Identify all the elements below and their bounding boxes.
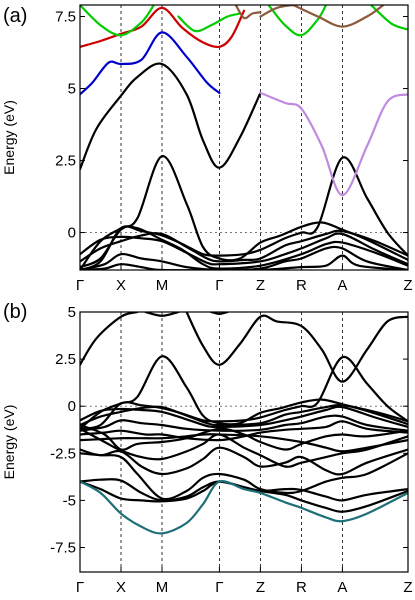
y-tick-label-3: 7.5 <box>55 9 76 26</box>
y-tick-label-5: 5 <box>68 304 76 321</box>
band-line-10 <box>80 433 408 453</box>
kpoint-label-1: X <box>116 579 126 596</box>
kpoint-label-4: Z <box>256 277 265 294</box>
kpoint-label-1: X <box>116 277 126 294</box>
band-line-0 <box>80 232 408 266</box>
band-line-4 <box>80 355 408 430</box>
band-line-2 <box>185 312 408 383</box>
band-line-5 <box>80 356 408 430</box>
y-tick-label-2: 5 <box>68 81 76 98</box>
band-line-1 <box>144 312 180 317</box>
band-line-12 <box>267 5 328 37</box>
panel-a: 0 2.5 5 7.5 Γ X M Γ Z R A Z Energy (eV) (a) <box>1 4 413 294</box>
kpoint-label-2: M <box>156 579 169 596</box>
band-line-6 <box>80 155 408 270</box>
y-tick-label-0: -7.5 <box>50 540 76 557</box>
panel-label: (a) <box>3 5 27 27</box>
y-tick-label-1: -5 <box>63 492 76 509</box>
band-line-8 <box>80 414 408 432</box>
kpoint-label-5: R <box>296 277 307 294</box>
kpoint-label-2: M <box>156 277 169 294</box>
band-line-8 <box>80 31 221 96</box>
band-line-17 <box>80 480 408 535</box>
kpoint-label-6: A <box>337 579 347 596</box>
band-line-4 <box>80 254 408 270</box>
band-line-11 <box>80 423 408 451</box>
band-line-9 <box>80 6 246 49</box>
kpoint-label-0: Γ <box>76 277 84 294</box>
kpoint-label-4: Z <box>256 579 265 596</box>
panel-label: (b) <box>3 301 27 323</box>
kpoint-label-3: Γ <box>215 277 223 294</box>
band-line-13 <box>80 446 408 476</box>
plot-frame <box>79 311 409 573</box>
band-line-12 <box>80 427 408 468</box>
y-tick-label-1: 2.5 <box>55 153 76 170</box>
band-line-15 <box>292 5 385 28</box>
bands <box>80 5 408 270</box>
y-tick-label-0: 0 <box>68 225 76 242</box>
y-tick-label-3: 0 <box>68 398 76 415</box>
y-axis-label: Energy (eV) <box>1 405 17 480</box>
band-line-5 <box>80 156 408 270</box>
y-tick-label-2: -2.5 <box>50 445 76 462</box>
band-line-0 <box>80 312 139 366</box>
band-line-11 <box>177 12 241 33</box>
plot-frame <box>79 4 409 271</box>
kpoint-label-0: Γ <box>76 579 84 596</box>
band-line-14 <box>80 452 408 501</box>
kpoint-label-5: R <box>296 579 307 596</box>
kpoint-label-3: Γ <box>215 579 223 596</box>
band-line-10 <box>80 5 155 37</box>
band-line-6 <box>80 405 408 429</box>
y-axis-label: Energy (eV) <box>1 100 17 175</box>
kpoint-label-7: Z <box>403 277 412 294</box>
y-tick-label-4: 2.5 <box>55 351 76 368</box>
kpoint-label-7: Z <box>403 579 412 596</box>
band-line-17 <box>259 91 408 197</box>
bands <box>80 312 408 535</box>
band-line-13 <box>370 5 408 31</box>
kpoint-label-6: A <box>337 277 347 294</box>
panel-b: -7.5 -5 -2.5 0 2.5 5 Γ X M Γ Z R A Z Energy (eV) (b) <box>1 301 413 596</box>
band-line-7 <box>80 62 262 171</box>
band-line-7 <box>80 403 408 427</box>
band-line-16 <box>234 5 262 20</box>
